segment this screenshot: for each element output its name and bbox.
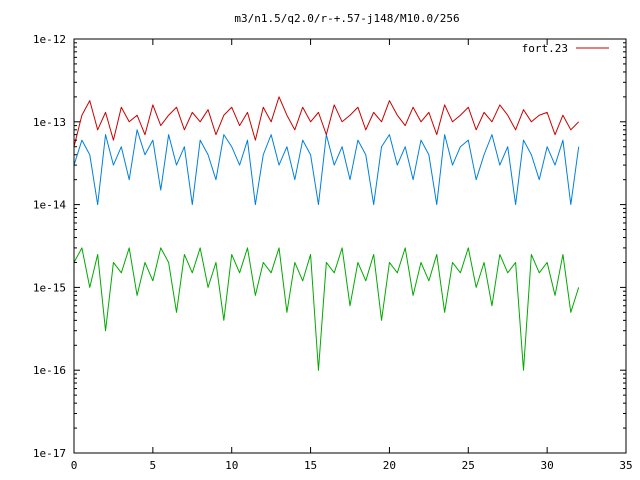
y-tick-label: 1e-13 xyxy=(33,116,66,129)
plot-frame xyxy=(73,38,627,454)
series-line xyxy=(73,247,580,371)
x-tick-label: 5 xyxy=(150,459,157,472)
x-tick-label: 20 xyxy=(383,459,396,472)
x-tick-label: 35 xyxy=(619,459,632,472)
x-tick-label: 30 xyxy=(541,459,554,472)
x-tick-label: 10 xyxy=(225,459,238,472)
x-tick-label: 15 xyxy=(304,459,317,472)
series-line-fort-23 xyxy=(73,96,580,147)
y-tick-label: 1e-16 xyxy=(33,364,66,377)
chart-title: m3/n1.5/q2.0/r-+.57-j148/M10.0/256 xyxy=(234,12,459,25)
x-tick-label: 25 xyxy=(462,459,475,472)
series-layer xyxy=(73,96,580,371)
y-tick-label: 1e-14 xyxy=(33,199,66,212)
legend-label: fort.23 xyxy=(522,42,568,55)
x-tick-label: 0 xyxy=(71,459,78,472)
y-tick-label: 1e-12 xyxy=(33,33,66,46)
y-tick-label: 1e-17 xyxy=(33,447,66,460)
axes-layer: 0 5 10 15 20 25 30 35 1e-17 1e-16 1e-15 1e-14 1e-13 1… xyxy=(33,33,633,472)
y-tick-label: 1e-15 xyxy=(33,281,66,294)
legend: fort.23 xyxy=(522,42,609,55)
